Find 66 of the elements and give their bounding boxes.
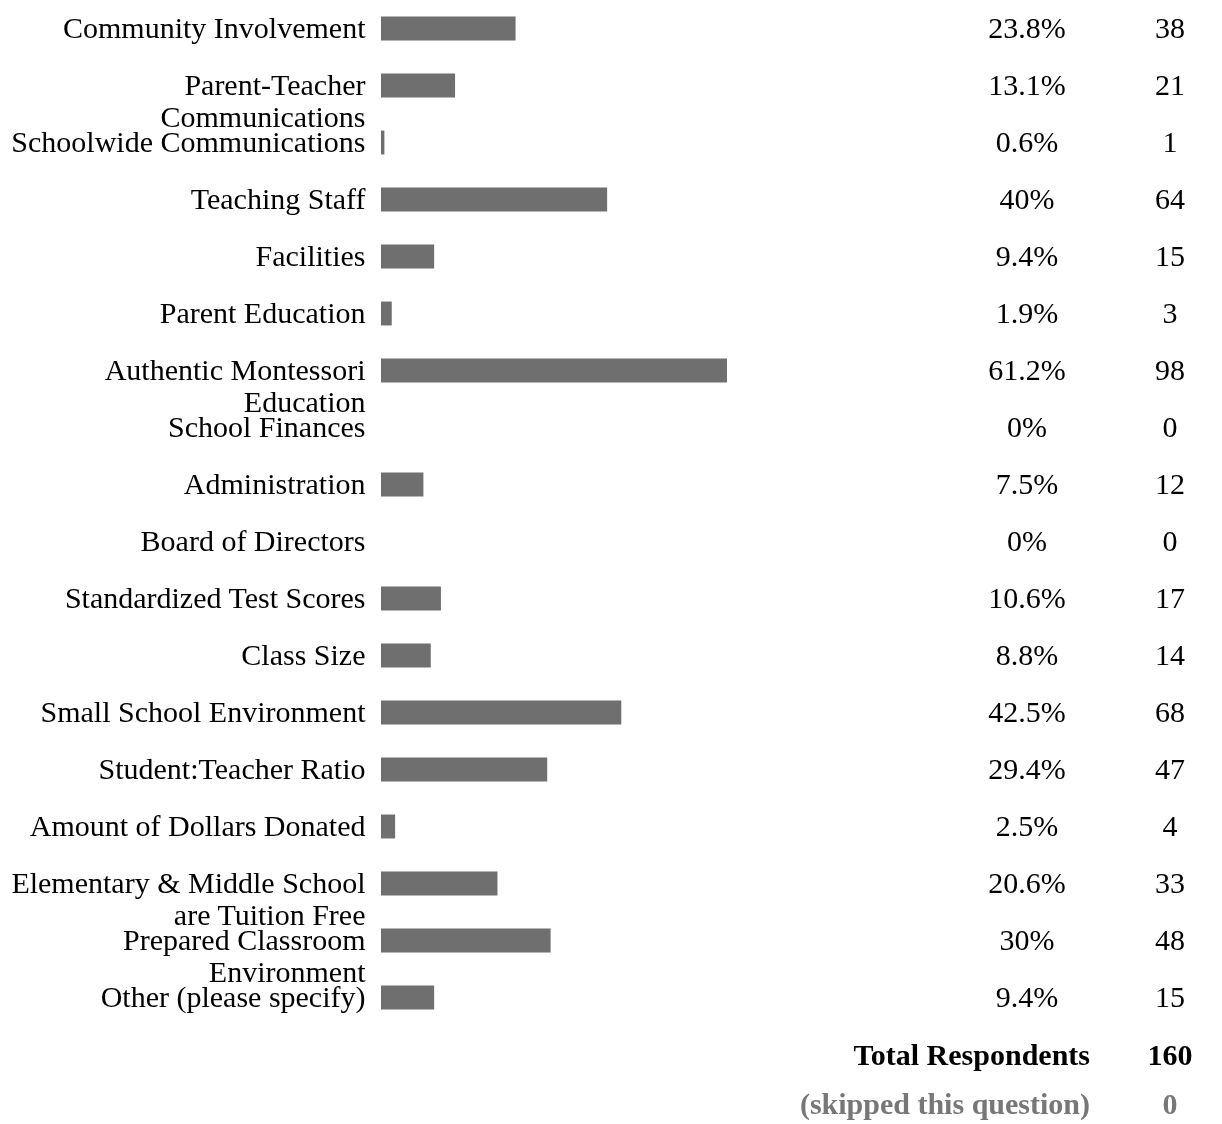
y-tick-label: Administration [183,466,366,500]
data-label: 0% [1007,523,1047,557]
text: 12 [1155,466,1185,500]
text: 15 [1155,238,1185,272]
data-label: 20.6% [988,865,1066,899]
text: 47 [1155,751,1185,785]
text: 68 [1155,694,1185,728]
y-tick-label: Parent Education [159,295,366,329]
bar [381,16,516,41]
data-label: 23.8% [988,10,1066,44]
data-label: 13.1% [988,67,1066,101]
bar [381,871,498,896]
text: 98 [1155,352,1185,386]
text: 33 [1155,865,1185,899]
y-tick-label: Student:Teacher Ratio [98,751,366,785]
text: 4 [1162,808,1178,842]
bar [381,358,727,383]
bar [381,814,396,839]
data-label: 9.4% [995,238,1059,272]
data-label: 9.4% [995,979,1059,1013]
text: 160 [1147,1038,1193,1071]
text: 48 [1155,922,1185,956]
text: 3 [1162,295,1178,329]
bar [381,244,435,269]
text: 14 [1155,637,1185,671]
bar [381,73,456,98]
text: 17 [1155,580,1185,614]
data-label: 8.8% [995,637,1059,671]
y-tick-label: Facilities [255,238,366,272]
y-tick-label: Class Size [241,637,366,671]
text: 1 [1162,124,1178,158]
text: 15 [1155,979,1185,1013]
data-label: 29.4% [988,751,1066,785]
data-label: 40% [999,181,1055,215]
text: 38 [1155,10,1185,44]
bar [381,985,435,1010]
text: 64 [1155,181,1185,215]
data-label: 1.9% [995,295,1059,329]
data-label: 2.5% [995,808,1059,842]
bar [381,757,548,782]
text: Total Respondents [853,1038,1090,1071]
text: (skipped this question) [799,1087,1090,1121]
data-label: 10.6% [988,580,1066,614]
data-label: 0.6% [995,124,1059,158]
text: 0 [1162,523,1178,557]
bar [381,928,551,953]
bar [381,301,392,326]
y-tick-label: Teaching Staff [190,181,366,215]
y-tick-label: Standardized Test Scores [64,580,366,614]
text: 0 [1162,409,1178,443]
bar [381,700,622,725]
text: 21 [1155,67,1185,101]
y-tick-label: Small School Environment [40,694,367,728]
bar [381,187,608,212]
bar [381,586,441,611]
y-tick-label: Amount of Dollars Donated [29,808,366,842]
y-tick-label: Board of Directors [140,523,366,557]
data-label: 30% [999,922,1055,956]
data-label: 0% [1007,409,1047,443]
bar [381,472,424,497]
data-label: 61.2% [988,352,1066,386]
text: 0 [1162,1087,1178,1120]
bar [381,643,431,668]
y-tick-label: Community Involvement [63,10,367,44]
data-label: 7.5% [995,466,1059,500]
data-label: 42.5% [988,694,1066,728]
